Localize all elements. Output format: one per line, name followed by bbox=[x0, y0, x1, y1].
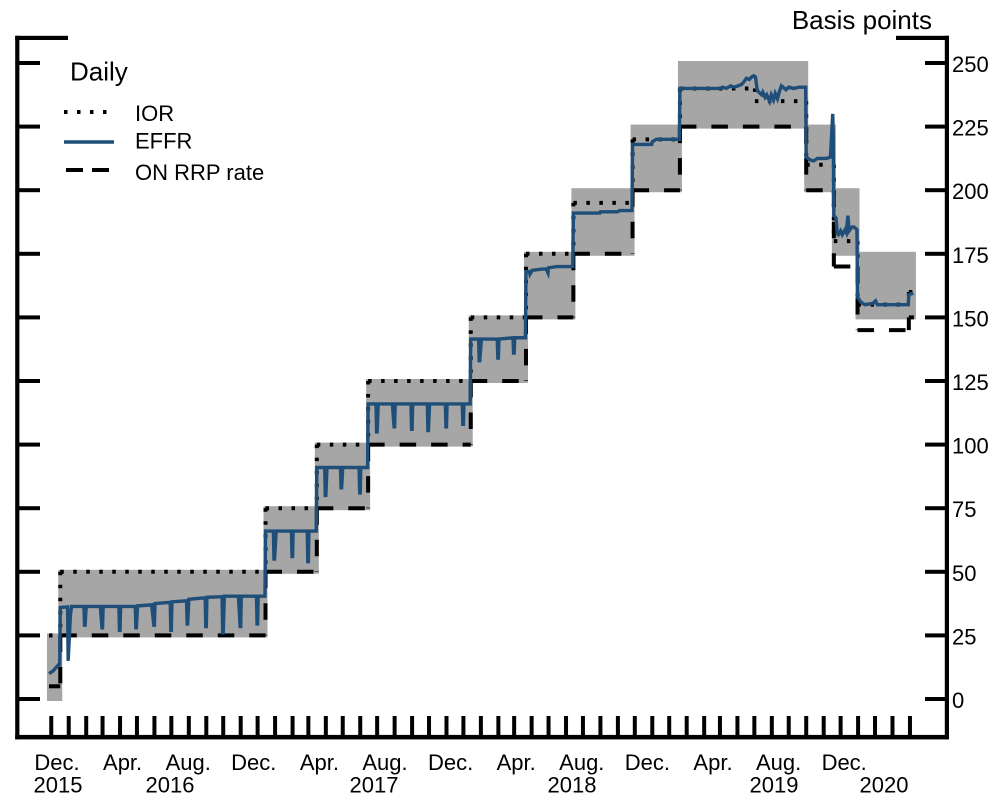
svg-text:Apr.: Apr. bbox=[497, 750, 536, 775]
svg-text:2019: 2019 bbox=[750, 773, 799, 798]
svg-text:225: 225 bbox=[952, 116, 989, 141]
svg-text:100: 100 bbox=[952, 434, 989, 459]
svg-text:Dec.: Dec. bbox=[625, 750, 670, 775]
svg-text:2016: 2016 bbox=[146, 773, 195, 798]
svg-text:Aug.: Aug. bbox=[362, 750, 407, 775]
svg-text:Aug.: Aug. bbox=[559, 750, 604, 775]
svg-text:Apr.: Apr. bbox=[103, 750, 142, 775]
svg-text:Dec.: Dec. bbox=[231, 750, 276, 775]
svg-text:2017: 2017 bbox=[350, 773, 399, 798]
svg-text:75: 75 bbox=[952, 497, 976, 522]
svg-text:Dec.: Dec. bbox=[428, 750, 473, 775]
svg-text:250: 250 bbox=[952, 52, 989, 77]
svg-text:2018: 2018 bbox=[548, 773, 597, 798]
svg-text:Apr.: Apr. bbox=[693, 750, 732, 775]
svg-text:EFFR: EFFR bbox=[135, 129, 192, 154]
svg-text:Daily: Daily bbox=[70, 57, 128, 87]
svg-text:2015: 2015 bbox=[34, 773, 83, 798]
svg-text:Aug.: Aug. bbox=[756, 750, 801, 775]
svg-text:Apr.: Apr. bbox=[300, 750, 339, 775]
svg-text:25: 25 bbox=[952, 624, 976, 649]
svg-text:150: 150 bbox=[952, 306, 989, 331]
svg-text:2020: 2020 bbox=[860, 773, 909, 798]
svg-text:Dec.: Dec. bbox=[34, 750, 79, 775]
svg-text:IOR: IOR bbox=[135, 101, 174, 126]
svg-text:Basis points: Basis points bbox=[792, 5, 932, 35]
svg-text:50: 50 bbox=[952, 561, 976, 586]
svg-text:ON RRP rate: ON RRP rate bbox=[135, 160, 264, 185]
svg-text:Dec.: Dec. bbox=[822, 750, 867, 775]
svg-text:200: 200 bbox=[952, 179, 989, 204]
svg-text:175: 175 bbox=[952, 243, 989, 268]
svg-text:0: 0 bbox=[952, 688, 964, 713]
svg-text:125: 125 bbox=[952, 370, 989, 395]
svg-text:Aug.: Aug. bbox=[166, 750, 211, 775]
